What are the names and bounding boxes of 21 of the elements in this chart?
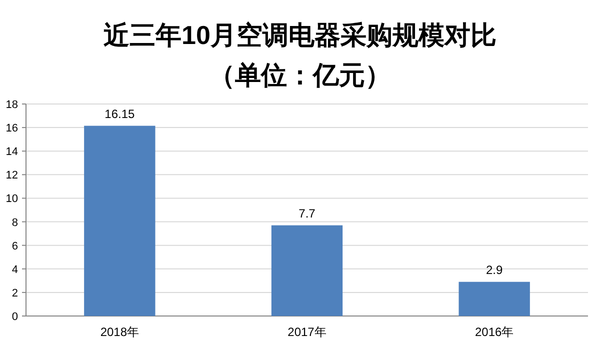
bar [271, 225, 343, 316]
chart-subtitle: （单位：亿元） [209, 60, 391, 90]
x-tick-label: 2016年 [474, 325, 514, 339]
x-tick-label: 2018年 [100, 325, 140, 339]
data-label: 7.7 [298, 206, 316, 220]
data-label: 2.9 [486, 262, 503, 277]
bar [458, 282, 530, 316]
y-tick-label: 8 [12, 216, 18, 229]
y-tick-label: 14 [6, 146, 18, 158]
y-tick-label: 18 [6, 99, 18, 111]
y-tick-label: 12 [6, 170, 18, 182]
chart-title: 近三年10月空调电器采购规模对比 [104, 20, 496, 50]
data-label: 16.15 [104, 106, 136, 121]
y-tick-label: 4 [12, 264, 18, 276]
y-tick-label: 2 [12, 287, 18, 300]
bar [84, 126, 156, 316]
y-tick-label: 6 [12, 240, 18, 252]
y-tick-label: 0 [12, 311, 18, 323]
y-tick-label: 10 [6, 193, 18, 206]
x-tick-label: 2017年 [288, 325, 326, 339]
y-tick-label: 16 [6, 122, 18, 135]
